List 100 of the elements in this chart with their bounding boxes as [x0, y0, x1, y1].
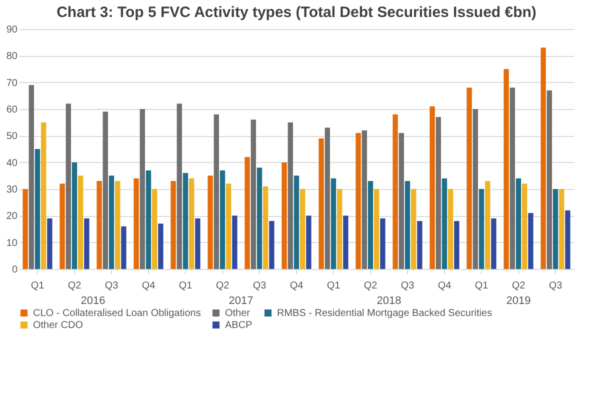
bar — [282, 162, 287, 269]
bar — [66, 104, 71, 269]
bar — [134, 178, 139, 269]
bar — [108, 176, 114, 269]
y-tick-label: 0 — [12, 264, 18, 276]
bar — [244, 157, 250, 269]
bar — [552, 189, 558, 269]
y-tick-label: 30 — [6, 184, 18, 196]
x-tick-label: Q4 — [290, 280, 304, 292]
bar — [522, 184, 528, 269]
bar — [546, 90, 552, 269]
y-tick-label: 10 — [6, 238, 18, 249]
bar — [300, 189, 306, 269]
x-tick-label: Q4 — [438, 280, 452, 292]
x-tick-label: Q4 — [142, 280, 156, 292]
bar — [41, 122, 46, 269]
x-tick-label: Q2 — [364, 280, 378, 292]
bar — [263, 186, 268, 269]
y-tick-label: 60 — [6, 104, 18, 116]
bar — [318, 138, 324, 269]
x-tick-label: Q3 — [104, 280, 119, 292]
bar — [466, 88, 472, 269]
bar — [189, 178, 194, 269]
x-tick-label: Q1 — [178, 280, 193, 292]
bar — [182, 173, 188, 269]
bar — [478, 189, 484, 269]
bar — [220, 170, 226, 269]
bar — [146, 170, 152, 269]
x-tick-label: Q3 — [548, 280, 563, 292]
text: 2019 — [506, 295, 531, 307]
bar — [510, 88, 515, 269]
bar — [78, 176, 84, 269]
bar — [504, 69, 509, 269]
bar — [158, 224, 164, 269]
bar — [250, 120, 256, 269]
bar — [330, 178, 336, 269]
bar — [374, 189, 380, 269]
bar — [269, 221, 274, 269]
bar — [170, 181, 176, 269]
bar — [28, 85, 34, 269]
bar — [411, 189, 416, 269]
x-tick-label: Q3 — [252, 280, 267, 292]
y-tick-label: 80 — [6, 51, 18, 62]
bar — [528, 213, 534, 269]
bar — [430, 106, 435, 269]
bar — [398, 133, 404, 269]
bar — [34, 149, 40, 269]
x-tick-label: Q1 — [474, 280, 489, 292]
bar — [454, 221, 460, 269]
text: 2018 — [376, 295, 402, 307]
x-tick-label: Q3 — [400, 280, 415, 292]
bar — [60, 184, 65, 269]
bar — [559, 189, 564, 269]
bar — [448, 189, 454, 269]
bar — [442, 178, 448, 269]
bar — [288, 122, 293, 269]
bar — [516, 178, 522, 269]
bar — [368, 181, 374, 269]
text: 2016 — [80, 295, 106, 307]
bar — [436, 117, 441, 269]
y-tick-label: 40 — [6, 158, 18, 169]
x-tick-label: Q2 — [216, 280, 230, 292]
bar — [324, 128, 330, 269]
bar — [256, 168, 262, 269]
bar — [404, 181, 410, 269]
bar — [343, 216, 348, 269]
bar — [47, 218, 52, 269]
bar — [232, 216, 238, 269]
bar — [485, 181, 490, 269]
bar — [306, 216, 312, 269]
y-tick-label: 90 — [6, 24, 18, 36]
x-tick-label: Q1 — [326, 280, 341, 292]
bar — [226, 184, 232, 269]
legend-label: RMBS - Residential Mortgage Backed Securities — [277, 308, 492, 319]
bar — [472, 109, 478, 269]
text: 2017 — [228, 295, 254, 307]
bar — [380, 218, 386, 269]
bar — [121, 226, 126, 269]
bar — [115, 181, 120, 269]
bar — [102, 112, 108, 269]
bar — [392, 114, 398, 269]
bar — [84, 218, 90, 269]
bar — [565, 210, 570, 269]
bar — [176, 104, 182, 269]
bar — [356, 133, 361, 269]
y-tick-label: 20 — [6, 211, 18, 222]
bar — [72, 162, 78, 269]
y-tick-label: 50 — [6, 131, 18, 142]
bar — [195, 218, 200, 269]
legend-label: Other CDO — [33, 320, 84, 331]
chart-title: Chart 3: Top 5 FVC Activity types (Total Debt Securities Issued €bn) — [56, 4, 536, 21]
x-tick-label: Q2 — [512, 280, 526, 292]
bar — [208, 176, 213, 269]
bar — [417, 221, 422, 269]
x-tick-label: Q2 — [68, 280, 82, 292]
x-tick-label: Q1 — [30, 280, 45, 292]
legend-label: Other — [225, 308, 251, 319]
bar — [140, 109, 145, 269]
bar — [22, 189, 28, 269]
bar — [214, 114, 219, 269]
